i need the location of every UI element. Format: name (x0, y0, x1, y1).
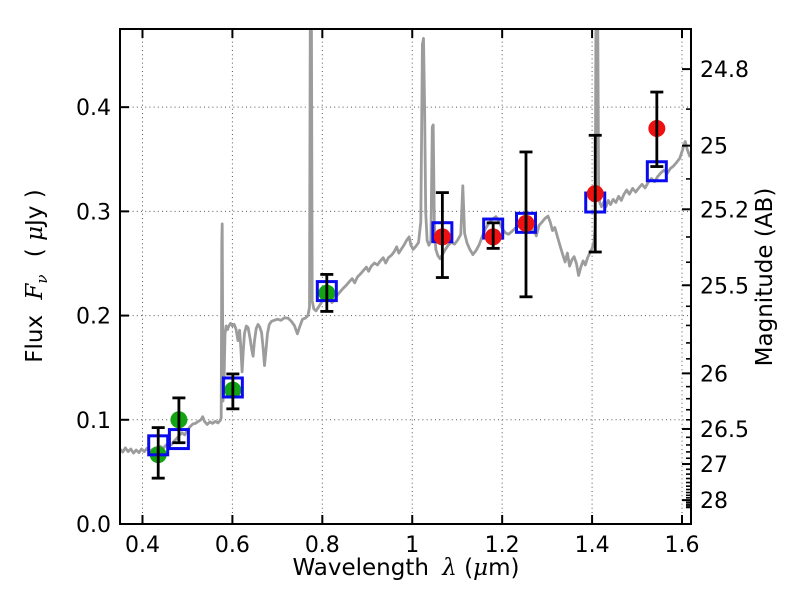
svg-text:1: 1 (405, 533, 419, 558)
svg-text:0.8: 0.8 (305, 533, 340, 558)
svg-text:1.2: 1.2 (485, 533, 520, 558)
x-axis-label-word: Wavelength (292, 555, 429, 581)
y2-tick-labels: 24.8 25 25.2 25.5 26 26.5 27 28 (700, 58, 749, 514)
svg-text:1.6: 1.6 (665, 533, 700, 558)
axis-ticks (120, 29, 691, 525)
svg-text:27: 27 (700, 453, 728, 478)
svg-text:25: 25 (700, 135, 728, 160)
svg-text:1.4: 1.4 (575, 533, 610, 558)
svg-text:24.8: 24.8 (700, 58, 749, 83)
svg-text:0.4: 0.4 (125, 533, 160, 558)
y-tick-labels: 0.0 0.1 0.2 0.3 0.4 (76, 96, 111, 538)
svg-text:0.2: 0.2 (76, 305, 111, 330)
svg-text:0.3: 0.3 (76, 200, 111, 225)
svg-text:28: 28 (700, 489, 728, 514)
axes-frame (119, 28, 692, 525)
svg-text:0.0: 0.0 (76, 513, 111, 538)
svg-text:0.4: 0.4 (76, 96, 111, 121)
y2-axis-label: Magnitude (AB) (752, 188, 778, 367)
y-axis-label: Flux Fν ( μJy ) (22, 189, 51, 363)
x-axis-unit-open: ( (464, 555, 474, 581)
x-axis-unit: m) (488, 555, 520, 581)
series-red-circles (433, 120, 666, 246)
flux-subscript-nu: ν (33, 274, 51, 284)
x-tick-labels: 0.4 0.6 0.8 1 1.2 1.4 1.6 (125, 533, 700, 558)
spectrum-line (120, 29, 691, 455)
svg-text:0.1: 0.1 (76, 409, 111, 434)
flux-symbol: F (22, 283, 48, 300)
y-axis-label-word: Flux (22, 314, 48, 363)
x-axis-label: Wavelength λ (μm) (293, 555, 520, 581)
svg-text:26.5: 26.5 (700, 418, 749, 443)
svg-text:25.5: 25.5 (700, 274, 749, 299)
error-bars (151, 90, 664, 480)
lambda-symbol: λ (442, 555, 457, 581)
gridlines (120, 29, 691, 524)
svg-text:0.6: 0.6 (215, 533, 250, 558)
series-blue-squares (147, 160, 668, 457)
y2-axis-label-text: Magnitude (AB) (752, 187, 778, 367)
y-axis-unit: Jy ) (22, 189, 48, 226)
svg-text:25.2: 25.2 (700, 198, 749, 223)
mu-symbol-x: μ (473, 555, 489, 581)
svg-text:26: 26 (700, 362, 728, 387)
mu-symbol: μ (22, 225, 48, 241)
y-axis-unit-open: ( (22, 248, 48, 258)
